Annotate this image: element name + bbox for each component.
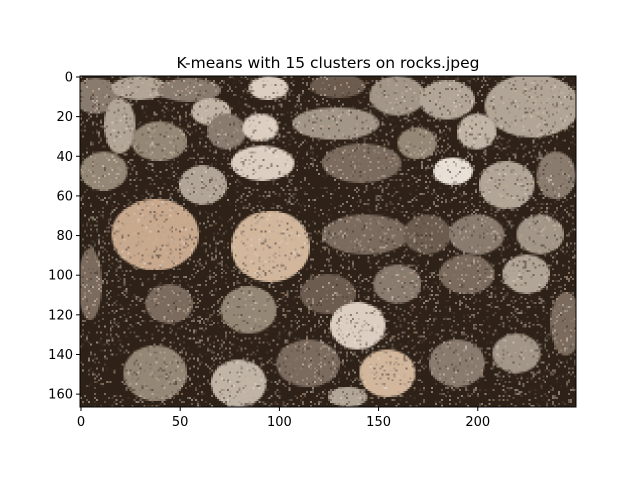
y-axis: 0 20 40 60 80 100 120 140 160: [48, 70, 80, 403]
x-tick-label: 200: [465, 415, 490, 430]
y-tick-label: 20: [56, 110, 73, 125]
x-axis: 0 50 100 150 200: [77, 407, 490, 430]
y-tick-label: 60: [56, 189, 73, 204]
chart-title: K-means with 15 clusters on rocks.jpeg: [176, 54, 479, 72]
x-tick-label: 0: [77, 415, 85, 430]
y-tick-label: 140: [48, 348, 73, 363]
x-tick-label: 50: [172, 415, 189, 430]
y-tick-label: 40: [56, 150, 73, 165]
x-tick-label: 100: [267, 415, 292, 430]
x-tick-label: 150: [366, 415, 391, 430]
y-tick-label: 100: [48, 269, 73, 284]
clustered-image: [80, 76, 576, 407]
y-tick-label: 0: [65, 70, 73, 85]
plot-frame: [79, 75, 577, 408]
y-tick-label: 80: [56, 229, 73, 244]
clustered-image-pixels: [80, 76, 576, 407]
y-tick-label: 120: [48, 308, 73, 323]
y-tick-label: 160: [48, 388, 73, 403]
